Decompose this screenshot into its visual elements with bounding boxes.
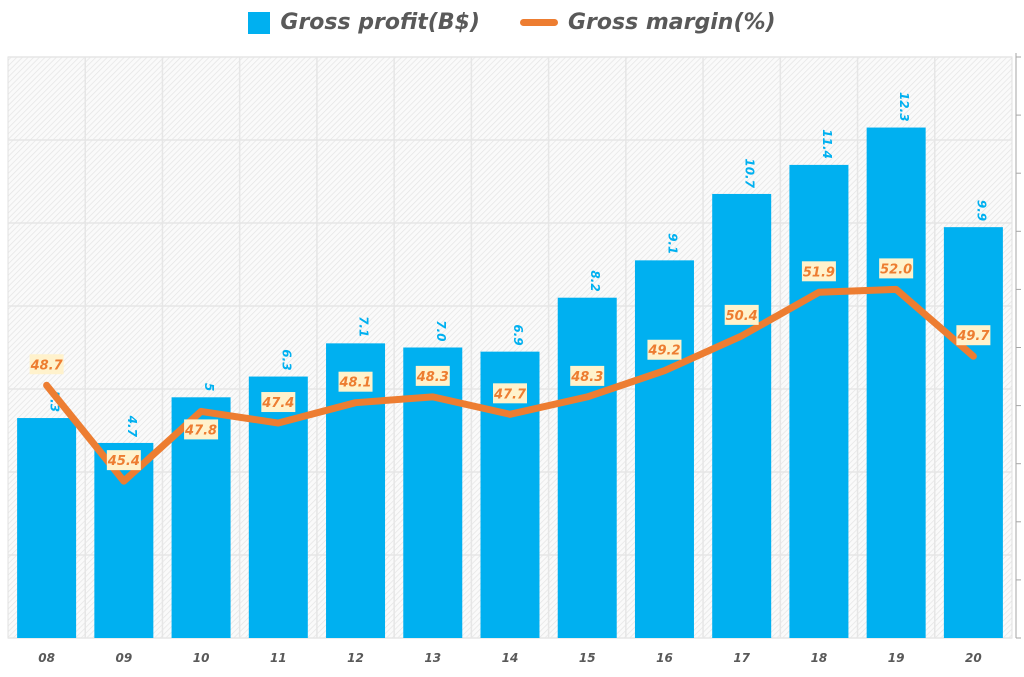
x-tick-label: 14 xyxy=(502,651,519,665)
bar-18 xyxy=(789,164,849,638)
line-label: 48.3 xyxy=(416,370,449,385)
legend-item-gross-profit: Gross profit(B$) xyxy=(248,10,480,35)
bar-label: 9.1 xyxy=(665,233,679,254)
bar-label: 10.7 xyxy=(743,158,757,188)
bar-label: 6.9 xyxy=(511,324,525,345)
bar-19 xyxy=(866,127,926,639)
line-label: 50.4 xyxy=(726,309,758,324)
line-label-box xyxy=(647,339,682,360)
line-label: 45.4 xyxy=(107,454,140,469)
x-tick-label: 15 xyxy=(579,651,596,665)
x-tick-label: 08 xyxy=(38,651,55,665)
line-label: 47.7 xyxy=(493,387,527,402)
x-tick-label: 17 xyxy=(733,651,750,665)
x-tick-label: 19 xyxy=(888,651,905,665)
legend: Gross profit(B$) Gross margin(%) xyxy=(0,10,1024,35)
x-tick-label: 09 xyxy=(115,651,132,665)
bar-label: 7.1 xyxy=(357,316,371,337)
line-label-box xyxy=(724,304,759,325)
line-label-box xyxy=(570,365,605,386)
x-tick-label: 12 xyxy=(347,651,364,665)
line-label-box xyxy=(956,325,991,346)
legend-label: Gross margin(%) xyxy=(568,10,776,35)
bar-12 xyxy=(326,343,386,638)
line-label-box xyxy=(338,371,373,392)
line-label: 47.8 xyxy=(184,423,217,438)
line-label: 48.3 xyxy=(570,370,603,385)
x-tick-label: 18 xyxy=(811,651,828,665)
x-tick-label: 11 xyxy=(270,651,287,665)
line-label-box xyxy=(29,354,64,375)
legend-item-gross-margin: Gross margin(%) xyxy=(520,10,776,35)
bar-label: 8.2 xyxy=(588,270,602,291)
line-label-box xyxy=(261,392,296,413)
bar-20 xyxy=(943,227,1003,638)
bar-13 xyxy=(403,347,463,638)
line-label: 49.2 xyxy=(647,344,680,359)
bar-15 xyxy=(557,297,617,638)
line-label-box xyxy=(493,383,527,404)
bar-label: 6.3 xyxy=(279,349,293,370)
bar-label: 7.0 xyxy=(434,320,448,341)
bar-label: 11.4 xyxy=(820,129,834,159)
x-tick-label: 16 xyxy=(656,651,673,665)
line-label: 48.1 xyxy=(338,376,371,391)
line-label: 48.7 xyxy=(30,358,64,373)
bar-08 xyxy=(17,418,77,638)
margin-line xyxy=(43,285,977,485)
line-label: 51.9 xyxy=(803,265,835,280)
x-tick-label: 20 xyxy=(965,651,982,665)
line-label-box xyxy=(879,258,914,279)
legend-label: Gross profit(B$) xyxy=(280,10,480,35)
x-tick-label: 10 xyxy=(193,651,210,665)
bar-label: 4.7 xyxy=(125,415,139,438)
bar-09 xyxy=(94,442,154,638)
bar-label: 9.9 xyxy=(974,200,988,221)
line-label: 52.0 xyxy=(880,262,912,277)
bar-label: 5 xyxy=(202,383,216,391)
line-label-box xyxy=(106,450,141,471)
legend-swatch-bar xyxy=(248,11,271,34)
line-label-box xyxy=(415,365,450,386)
bar-16 xyxy=(634,260,694,638)
bar-label: 12.3 xyxy=(897,92,911,122)
line-label-box xyxy=(801,261,836,282)
bar-17 xyxy=(712,193,772,638)
x-tick-label: 13 xyxy=(424,651,441,665)
line-label: 49.7 xyxy=(956,329,990,344)
legend-swatch-line xyxy=(520,19,558,26)
line-label: 47.4 xyxy=(261,396,294,411)
line-label-box xyxy=(184,419,219,440)
